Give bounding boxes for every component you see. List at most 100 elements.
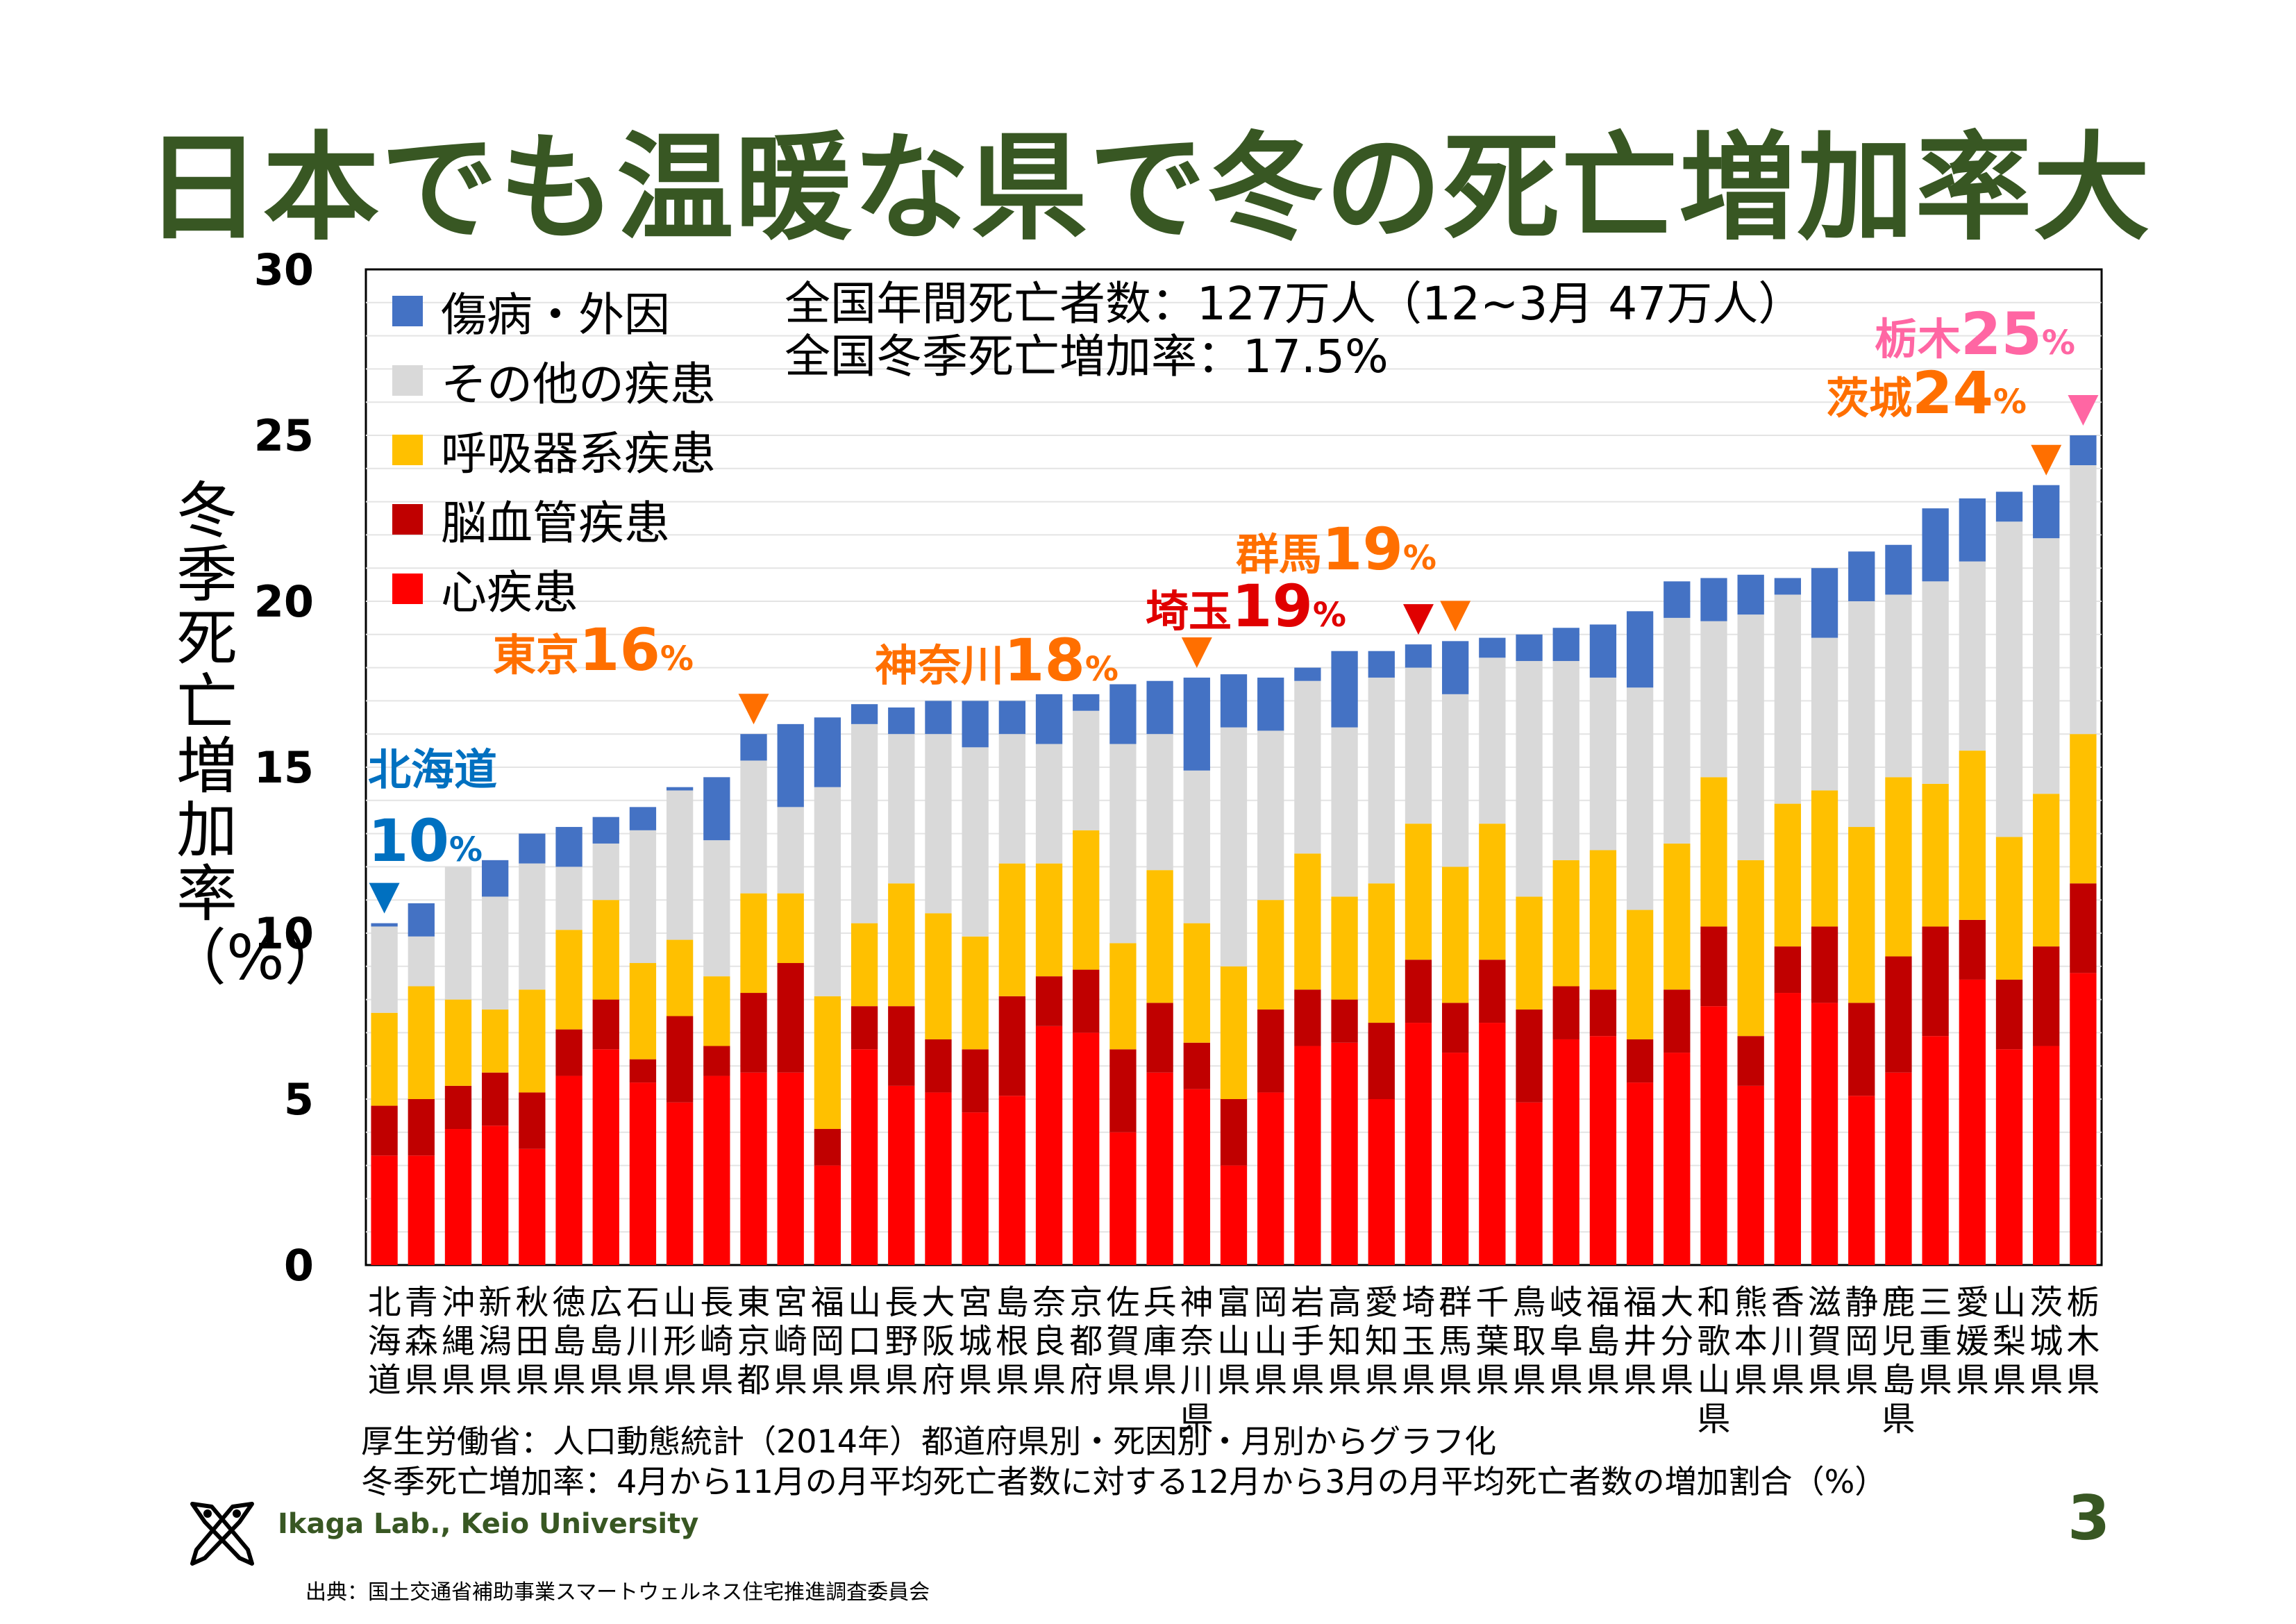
bar-segment: [1700, 1006, 1727, 1265]
bar-segment: [1183, 677, 1210, 771]
bar-segment: [1035, 744, 1063, 864]
bar-segment: [1959, 561, 1986, 751]
bar-segment: [408, 986, 435, 1099]
bar-segment: [1146, 734, 1173, 871]
x-tick-label: 青森県: [405, 1283, 438, 1400]
bar-segment: [1811, 637, 1838, 791]
bar-segment: [1922, 508, 1949, 582]
bar-segment: [1552, 1039, 1579, 1265]
bar-segment: [1146, 1072, 1173, 1265]
bar-segment: [1700, 578, 1727, 621]
bar-segment: [629, 807, 657, 830]
bar-segment: [2070, 973, 2097, 1265]
bar-segment: [1922, 581, 1949, 784]
bar-segment: [1774, 993, 1802, 1265]
bar-segment: [1552, 860, 1579, 987]
bar-segment: [703, 976, 730, 1046]
bar-segment: [1073, 694, 1100, 711]
x-tick-label: 奈良県: [1032, 1283, 1066, 1400]
bar-segment: [1589, 677, 1617, 851]
bar-segment: [740, 993, 767, 1073]
bar-segment: [740, 760, 767, 894]
callout-label: 北海道: [368, 744, 497, 795]
bar-segment: [1331, 1042, 1358, 1265]
bar-segment: [1035, 863, 1063, 977]
bar-segment: [1589, 624, 1617, 678]
bar-segment: [1109, 744, 1137, 944]
bar-segment: [962, 1112, 989, 1265]
x-tick-label: 富山県: [1217, 1283, 1250, 1400]
legend-swatch-cerebrovascular: [392, 504, 423, 535]
bar-segment: [1442, 867, 1469, 1003]
bar-segment: [925, 1092, 952, 1265]
bar-segment: [1035, 976, 1063, 1026]
legend-swatch-heart: [392, 574, 423, 604]
bar-segment: [1589, 850, 1617, 990]
bar-segment: [1073, 830, 1100, 970]
x-tick-label: 埼玉県: [1402, 1283, 1435, 1400]
bar-segment: [1774, 946, 1802, 994]
bar-segment: [555, 1029, 583, 1076]
bar-segment: [1995, 979, 2023, 1050]
bar-segment: [1294, 1046, 1321, 1265]
y-axis-label: 冬季死亡増加率（%）: [165, 475, 346, 994]
bar-segment: [1737, 1036, 1764, 1086]
bar-segment: [962, 747, 989, 937]
bar-segment: [1885, 777, 1912, 957]
bar-segment: [2033, 538, 2060, 794]
bar-segment: [703, 840, 730, 977]
bar-segment: [1294, 989, 1321, 1046]
bar-segment: [1405, 823, 1432, 960]
bar-segment: [1811, 568, 1838, 638]
bar-segment: [1626, 611, 1654, 688]
bar-segment: [2070, 435, 2097, 466]
bar-segment: [740, 734, 767, 761]
x-tick-label: 和歌山県: [1697, 1283, 1730, 1439]
data-source-note: 厚生労働省：人口動態統計（2014年）都道府県別・死因別・月別からグラフ化: [361, 1423, 1497, 1460]
bar-segment: [1442, 1003, 1469, 1053]
bar-segment: [629, 830, 657, 964]
bar-segment: [1811, 790, 1838, 927]
callout-marker: [1181, 637, 1212, 668]
x-tick-label: 群馬県: [1439, 1283, 1472, 1400]
x-tick-label: 熊本県: [1734, 1283, 1768, 1400]
legend-swatch-other: [392, 365, 423, 396]
y-tick-label: 5: [284, 1074, 314, 1125]
bar-segment: [1995, 837, 2023, 980]
bar-segment: [1073, 1032, 1100, 1265]
bar-segment: [1368, 883, 1395, 1023]
legend-item-other: その他の疾患: [392, 346, 716, 415]
x-tick-label: 長野県: [885, 1283, 918, 1400]
bar-segment: [1331, 999, 1358, 1043]
x-tick-label: 神奈川県: [1180, 1283, 1214, 1439]
bar-segment: [1664, 989, 1691, 1053]
x-tick-label: 栃木県: [2066, 1283, 2100, 1400]
bar-segment: [1109, 943, 1137, 1050]
bar-segment: [1257, 1009, 1284, 1093]
bar-segment: [666, 787, 694, 791]
bar-segment: [1811, 1003, 1838, 1265]
bar-segment: [555, 1075, 583, 1265]
x-tick-label: 愛知県: [1365, 1283, 1398, 1400]
bar-segment: [1516, 896, 1543, 1010]
legend-label-heart: 心疾患: [441, 566, 578, 619]
x-tick-label: 鹿児島県: [1882, 1283, 1915, 1439]
bar-segment: [444, 999, 472, 1086]
bar-segment: [1737, 574, 1764, 615]
bar-segment: [1257, 900, 1284, 1010]
x-tick-label: 大阪府: [921, 1283, 955, 1400]
bar-segment: [1220, 1165, 1248, 1265]
bar-segment: [1479, 637, 1506, 658]
legend-item-respiratory: 呼吸器系疾患: [392, 415, 716, 485]
bar-segment: [703, 1046, 730, 1076]
bar-segment: [1442, 641, 1469, 694]
bar-segment: [444, 1085, 472, 1130]
bar-segment: [1995, 1049, 2023, 1265]
bar-segment: [1405, 1023, 1432, 1265]
bar-segment: [1995, 492, 2023, 522]
bar-segment: [888, 883, 915, 1007]
bar-segment: [666, 939, 694, 1016]
bar-segment: [1626, 687, 1654, 910]
callout-label: 埼玉19%: [1146, 572, 1346, 640]
legend-swatch-respiratory: [392, 435, 423, 465]
